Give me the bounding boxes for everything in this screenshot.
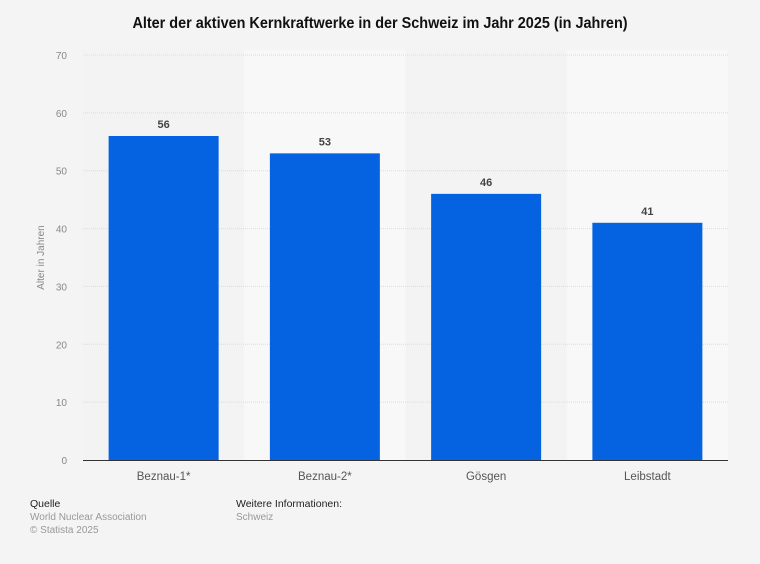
info-heading: Weitere Informationen: bbox=[236, 498, 343, 510]
y-tick-label: 30 bbox=[56, 282, 68, 293]
copyright: © Statista 2025 bbox=[30, 525, 99, 536]
info-block: Weitere Informationen: Schweiz bbox=[236, 498, 342, 524]
x-tick-label: Gösgen bbox=[466, 471, 506, 483]
x-tick-label: Leibstadt bbox=[624, 471, 671, 483]
y-tick-label: 10 bbox=[56, 398, 68, 409]
y-tick-label: 50 bbox=[56, 167, 68, 178]
y-tick-label: 40 bbox=[56, 225, 68, 236]
source-block: Quelle World Nuclear Association © Stati… bbox=[30, 498, 147, 537]
data-label: 46 bbox=[480, 177, 492, 189]
x-tick-label: Beznau-1* bbox=[137, 471, 191, 483]
x-tick-label: Beznau-2* bbox=[298, 471, 352, 483]
data-label: 53 bbox=[319, 136, 331, 148]
data-label: 41 bbox=[641, 206, 653, 218]
y-axis-label: Alter in Jahren bbox=[36, 225, 47, 289]
y-tick-label: 0 bbox=[61, 456, 67, 467]
bar[interactable] bbox=[431, 193, 542, 460]
info-link[interactable]: Schweiz bbox=[236, 512, 274, 523]
y-tick-label: 70 bbox=[56, 51, 68, 62]
bar[interactable] bbox=[269, 153, 380, 460]
bar[interactable] bbox=[108, 136, 219, 460]
source-heading: Quelle bbox=[30, 498, 61, 510]
data-label: 56 bbox=[158, 119, 170, 131]
source-link[interactable]: World Nuclear Association bbox=[30, 512, 147, 523]
bar[interactable] bbox=[592, 222, 703, 460]
chart-title: Alter der aktiven Kernkraftwerke in der … bbox=[132, 15, 628, 32]
y-tick-label: 60 bbox=[56, 109, 68, 120]
y-tick-label: 20 bbox=[56, 340, 68, 351]
